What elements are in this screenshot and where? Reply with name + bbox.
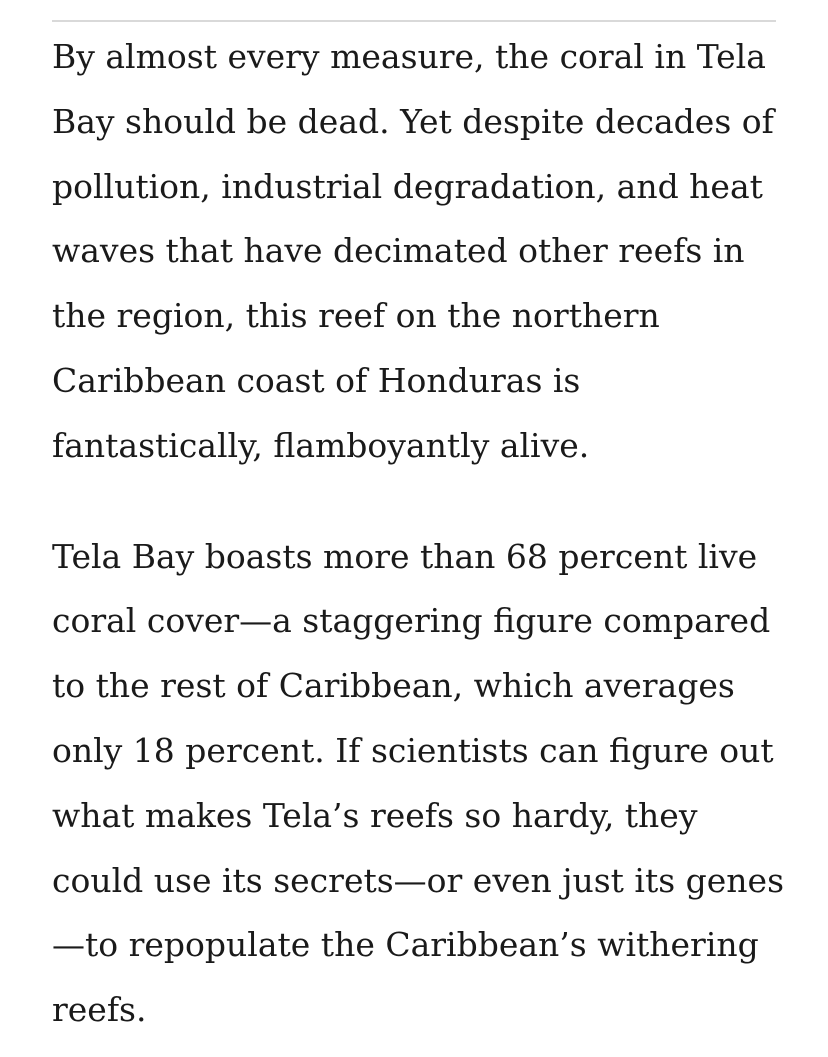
paragraph-line: Caribbean coast of Honduras is bbox=[52, 360, 581, 400]
paragraph-line: —to repopulate the Caribbean’s withering bbox=[52, 925, 759, 965]
paragraph-line: what makes Tela’s reefs so hardy, they bbox=[52, 795, 698, 835]
paragraph-1: By almost every measure, the coral in Te… bbox=[52, 25, 780, 479]
paragraph-line: could use its secrets—or even just its g… bbox=[52, 860, 785, 900]
paragraph-line: fantastically, flamboyantly alive. bbox=[52, 425, 590, 465]
paragraph-line: only 18 percent. If scientists can figur… bbox=[52, 730, 774, 770]
paragraph-line: reefs. bbox=[52, 990, 147, 1030]
paragraph-line: Bay should be dead. Yet despite decades … bbox=[52, 101, 774, 141]
paragraph-2: Tela Bay boasts more than 68 percent liv… bbox=[52, 525, 785, 1043]
top-divider bbox=[52, 20, 776, 22]
paragraph-line: Tela Bay boasts more than 68 percent liv… bbox=[52, 536, 758, 576]
paragraph-line: pollution, industrial degradation, and h… bbox=[52, 166, 763, 206]
paragraph-line: By almost every measure, the coral in Te… bbox=[52, 37, 766, 76]
paragraph-line: coral cover—a staggering figure compared bbox=[52, 601, 771, 641]
paragraph-line: to the rest of Caribbean, which averages bbox=[52, 666, 735, 706]
article-body: By almost every measure, the coral in Te… bbox=[52, 25, 785, 1043]
paragraph-line: waves that have decimated other reefs in bbox=[52, 231, 745, 271]
paragraph-line: the region, this reef on the northern bbox=[52, 296, 660, 336]
